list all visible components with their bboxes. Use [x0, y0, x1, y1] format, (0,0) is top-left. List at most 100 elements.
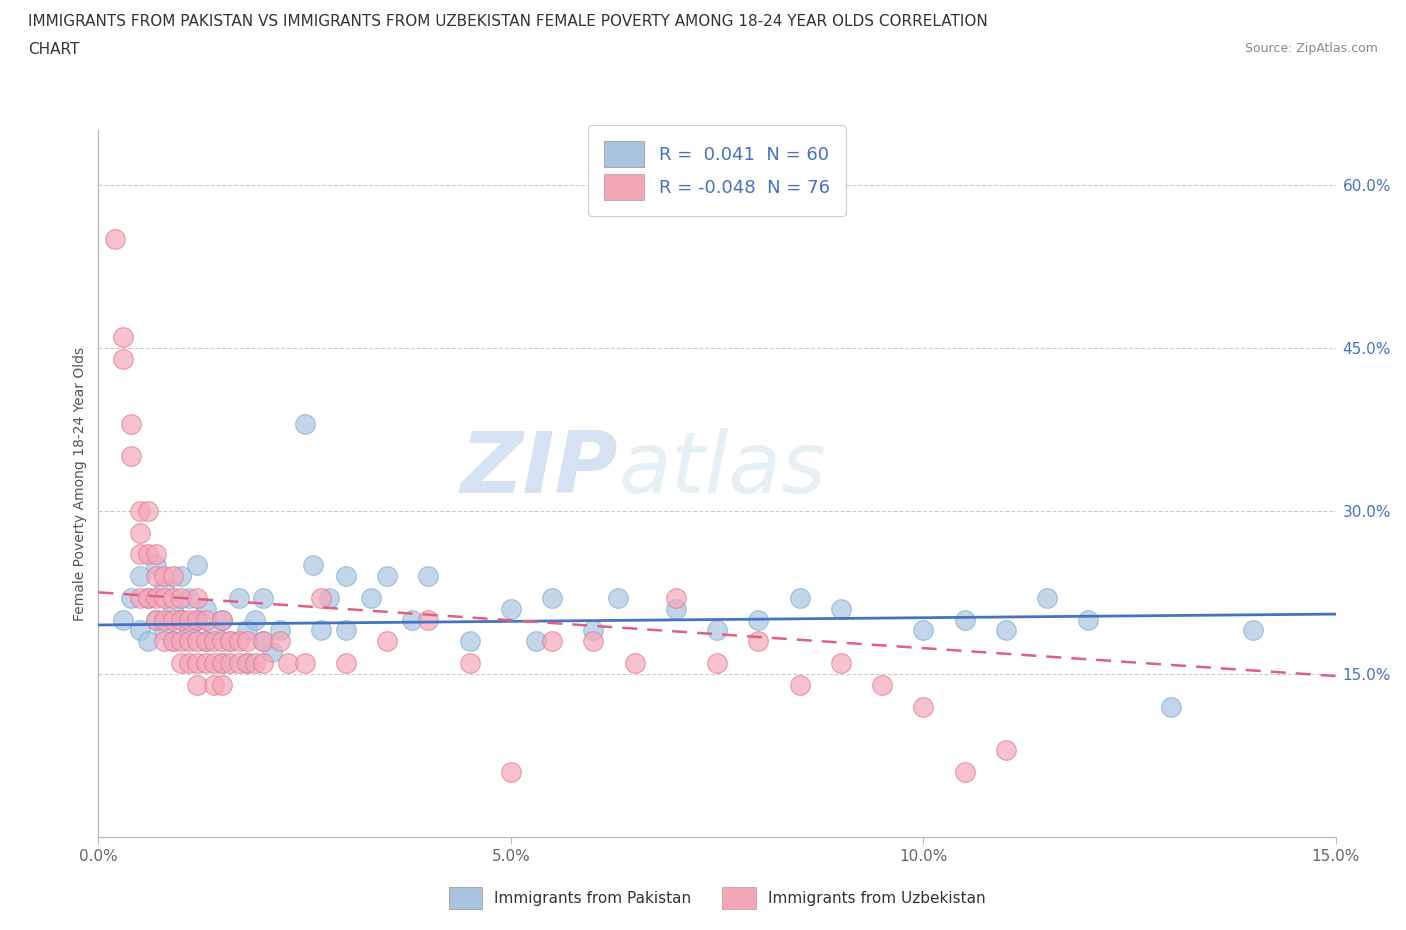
Point: [162, 612, 184, 627]
Y-axis label: Female Poverty Among 18-24 Year Olds: Female Poverty Among 18-24 Year Olds: [73, 347, 87, 620]
Point: [153, 634, 176, 649]
Point: [186, 558, 208, 573]
Point: [607, 591, 630, 605]
Point: [128, 503, 150, 518]
Point: [186, 677, 208, 692]
Point: [170, 634, 193, 649]
Point: [269, 634, 291, 649]
Point: [260, 644, 283, 659]
Point: [120, 591, 142, 605]
Point: [541, 591, 564, 605]
Point: [665, 591, 688, 605]
Point: [202, 634, 225, 649]
Point: [236, 656, 259, 671]
Point: [219, 656, 242, 671]
Point: [120, 417, 142, 432]
Point: [128, 623, 150, 638]
Point: [162, 634, 184, 649]
Point: [243, 656, 266, 671]
Point: [194, 634, 217, 649]
Point: [202, 677, 225, 692]
Point: [128, 591, 150, 605]
Point: [524, 634, 547, 649]
Point: [179, 612, 201, 627]
Point: [269, 623, 291, 638]
Point: [136, 503, 159, 518]
Point: [706, 623, 728, 638]
Point: [219, 634, 242, 649]
Point: [953, 764, 976, 779]
Point: [153, 591, 176, 605]
Point: [194, 656, 217, 671]
Point: [582, 623, 605, 638]
Point: [179, 656, 201, 671]
Point: [294, 417, 316, 432]
Point: [136, 591, 159, 605]
Point: [830, 656, 852, 671]
Point: [170, 656, 193, 671]
Point: [211, 677, 233, 692]
Point: [335, 656, 357, 671]
Point: [747, 612, 769, 627]
Point: [375, 568, 398, 583]
Point: [375, 634, 398, 649]
Point: [170, 568, 193, 583]
Point: [1077, 612, 1099, 627]
Point: [211, 612, 233, 627]
Point: [747, 634, 769, 649]
Point: [252, 634, 274, 649]
Point: [252, 634, 274, 649]
Point: [153, 579, 176, 594]
Point: [112, 329, 135, 344]
Point: [277, 656, 299, 671]
Point: [153, 623, 176, 638]
Point: [541, 634, 564, 649]
Point: [236, 656, 259, 671]
Point: [418, 612, 440, 627]
Point: [194, 601, 217, 616]
Point: [145, 612, 167, 627]
Text: ZIP: ZIP: [460, 428, 619, 511]
Point: [194, 612, 217, 627]
Point: [170, 591, 193, 605]
Point: [228, 591, 250, 605]
Point: [1036, 591, 1059, 605]
Point: [104, 232, 127, 246]
Point: [994, 623, 1017, 638]
Point: [179, 634, 201, 649]
Point: [789, 591, 811, 605]
Point: [309, 591, 332, 605]
Point: [830, 601, 852, 616]
Point: [994, 742, 1017, 757]
Point: [294, 656, 316, 671]
Point: [499, 601, 522, 616]
Point: [136, 547, 159, 562]
Point: [153, 568, 176, 583]
Point: [202, 656, 225, 671]
Point: [186, 591, 208, 605]
Point: [145, 547, 167, 562]
Text: IMMIGRANTS FROM PAKISTAN VS IMMIGRANTS FROM UZBEKISTAN FEMALE POVERTY AMONG 18-2: IMMIGRANTS FROM PAKISTAN VS IMMIGRANTS F…: [28, 14, 988, 29]
Point: [236, 623, 259, 638]
Point: [162, 568, 184, 583]
Point: [179, 623, 201, 638]
Point: [162, 634, 184, 649]
Text: atlas: atlas: [619, 428, 827, 511]
Point: [186, 612, 208, 627]
Point: [186, 634, 208, 649]
Point: [170, 612, 193, 627]
Point: [252, 656, 274, 671]
Point: [186, 612, 208, 627]
Point: [145, 568, 167, 583]
Point: [360, 591, 382, 605]
Point: [128, 547, 150, 562]
Point: [194, 634, 217, 649]
Point: [170, 612, 193, 627]
Point: [582, 634, 605, 649]
Point: [128, 525, 150, 540]
Point: [706, 656, 728, 671]
Point: [211, 656, 233, 671]
Text: CHART: CHART: [28, 42, 80, 57]
Point: [953, 612, 976, 627]
Point: [186, 656, 208, 671]
